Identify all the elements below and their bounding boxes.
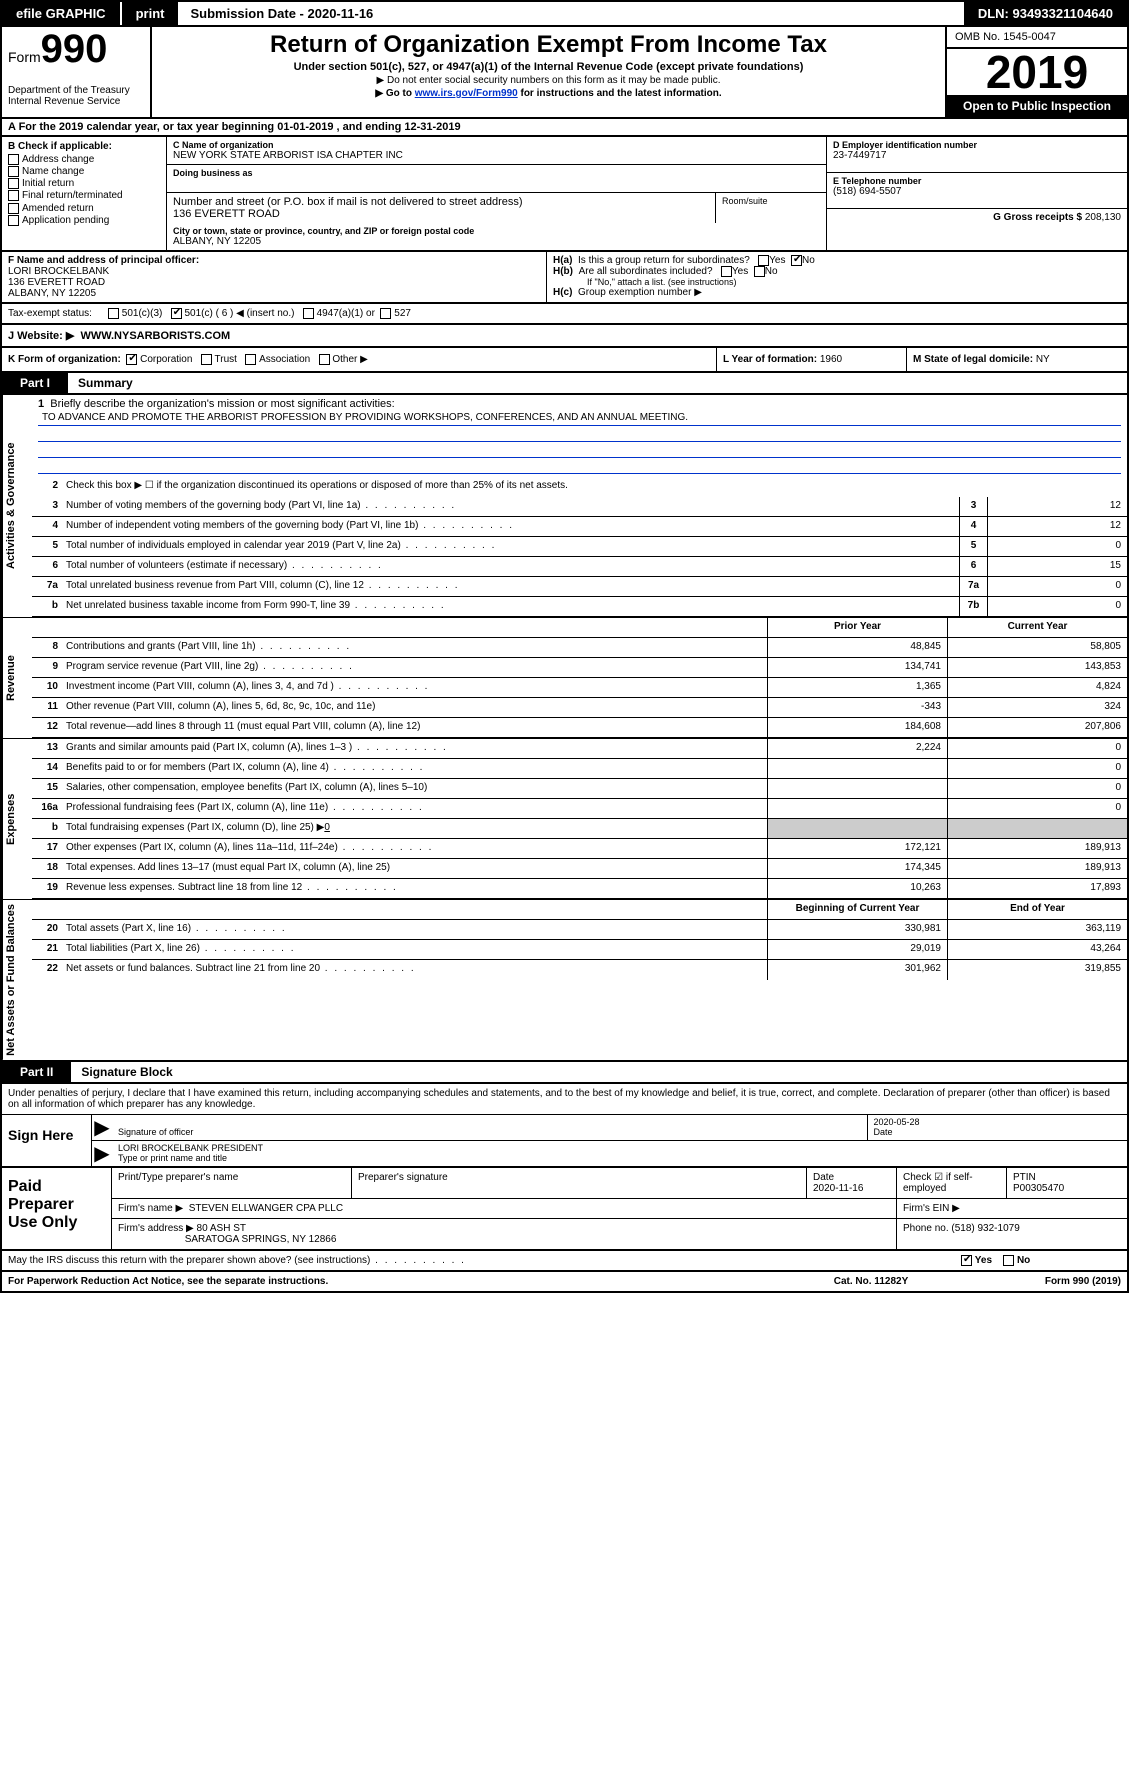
col-b-checkboxes: B Check if applicable: Address change Na… (2, 137, 167, 250)
part-2-header: Part II Signature Block (0, 1062, 1129, 1084)
note-ssn: ▶ Do not enter social security numbers o… (160, 75, 937, 86)
open-public: Open to Public Inspection (947, 95, 1127, 117)
org-name-cell: C Name of organization NEW YORK STATE AR… (167, 137, 826, 165)
ha-no-check (791, 255, 802, 266)
discuss-row: May the IRS discuss this return with the… (0, 1251, 1129, 1272)
irs-link[interactable]: www.irs.gov/Form990 (415, 88, 518, 99)
tax-status-row: Tax-exempt status: 501(c)(3) 501(c) ( 6 … (0, 304, 1129, 325)
section-revenue: Revenue (2, 618, 19, 738)
dln: DLN: 93493321104640 (964, 2, 1127, 25)
top-bar: efile GRAPHIC print Submission Date - 20… (0, 0, 1129, 27)
principal-officer: F Name and address of principal officer:… (2, 252, 547, 302)
signature-block: Under penalties of perjury, I declare th… (0, 1084, 1129, 1168)
mission-text: TO ADVANCE AND PROMOTE THE ARBORIST PROF… (38, 410, 1121, 426)
section-net-assets: Net Assets or Fund Balances (2, 900, 19, 1060)
street-cell: Number and street (or P.O. box if mail i… (167, 193, 716, 223)
summary-body: Activities & Governance 1 Briefly descri… (0, 395, 1129, 1062)
submission-date-label: Submission Date - 2020-11-16 (180, 2, 383, 25)
period-row: A For the 2019 calendar year, or tax yea… (0, 119, 1129, 137)
form-header: Form990 Department of the Treasury Inter… (0, 27, 1129, 119)
entity-grid: B Check if applicable: Address change Na… (0, 137, 1129, 252)
efile-button[interactable]: efile GRAPHIC (2, 2, 122, 25)
corp-check (126, 354, 137, 365)
paid-preparer-block: Paid Preparer Use Only Print/Type prepar… (0, 1168, 1129, 1251)
501c-check (171, 308, 182, 319)
section-expenses: Expenses (2, 739, 19, 899)
room-cell: Room/suite (716, 193, 826, 223)
section-governance: Activities & Governance (2, 395, 19, 617)
sign-here-label: Sign Here (2, 1115, 92, 1166)
tax-year: 2019 (947, 49, 1127, 95)
dba-cell: Doing business as (167, 165, 826, 193)
part-1-header: Part I Summary (0, 373, 1129, 395)
form-title: Return of Organization Exempt From Incom… (160, 31, 937, 59)
note-link: ▶ Go to www.irs.gov/Form990 for instruct… (160, 88, 937, 99)
department: Department of the Treasury Internal Reve… (8, 85, 144, 107)
print-button[interactable]: print (122, 2, 181, 25)
bottom-row: For Paperwork Reduction Act Notice, see … (0, 1272, 1129, 1293)
discuss-yes-check (961, 1255, 972, 1266)
city-cell: City or town, state or province, country… (167, 223, 826, 250)
form-number: Form990 (8, 31, 144, 67)
website-row: J Website: ▶ WWW.NYSARBORISTS.COM (0, 325, 1129, 348)
officer-group-row: F Name and address of principal officer:… (0, 252, 1129, 304)
tel-cell: E Telephone number (518) 694-5507 (827, 173, 1127, 209)
k-l-m-row: K Form of organization: Corporation Trus… (0, 348, 1129, 373)
form-subtitle: Under section 501(c), 527, or 4947(a)(1)… (160, 61, 937, 73)
gross-cell: G Gross receipts $ 208,130 (827, 209, 1127, 245)
ein-cell: D Employer identification number 23-7449… (827, 137, 1127, 173)
